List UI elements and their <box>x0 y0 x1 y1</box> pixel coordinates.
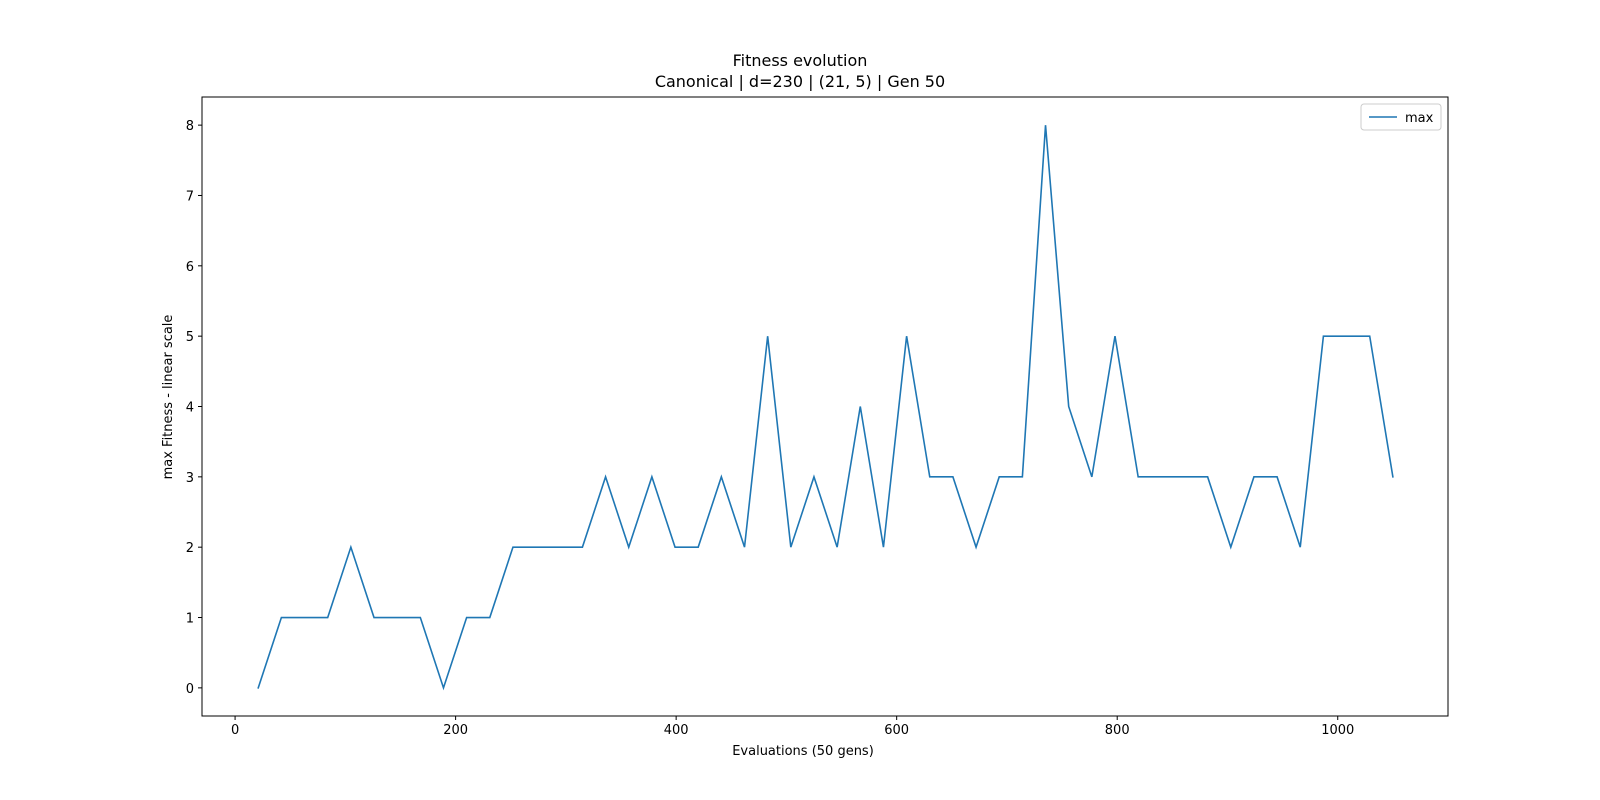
legend-label: max <box>1405 111 1434 126</box>
chart-title: Fitness evolution <box>733 51 868 70</box>
y-tick-label: 4 <box>186 401 194 416</box>
y-tick-label: 6 <box>186 260 194 275</box>
y-tick-label: 7 <box>186 189 194 204</box>
x-tick-label: 400 <box>664 723 689 738</box>
x-tick-label: 800 <box>1105 723 1130 738</box>
x-axis-label: Evaluations (50 gens) <box>732 744 874 759</box>
axes-frame <box>201 96 1449 717</box>
x-tick-label: 200 <box>443 723 468 738</box>
y-tick-label: 1 <box>186 612 194 627</box>
y-tick-label: 8 <box>186 119 194 134</box>
y-axis-label: max Fitness - linear scale <box>161 315 176 480</box>
chart-subtitle: Canonical | d=230 | (21, 5) | Gen 50 <box>655 72 945 91</box>
series-line-max <box>257 125 1394 691</box>
plot-area: 0 200 400 600 800 1000 0 1 2 3 4 5 6 7 8 max <box>186 96 1449 738</box>
y-tick-label: 5 <box>186 330 194 345</box>
x-tick-label: 0 <box>231 723 239 738</box>
y-tick-label: 0 <box>186 682 194 697</box>
legend-box <box>1360 103 1442 131</box>
x-tick-label: 600 <box>884 723 909 738</box>
y-tick-label: 2 <box>186 541 194 556</box>
x-tick-label: 1000 <box>1321 723 1354 738</box>
y-tick-label: 3 <box>186 471 194 486</box>
